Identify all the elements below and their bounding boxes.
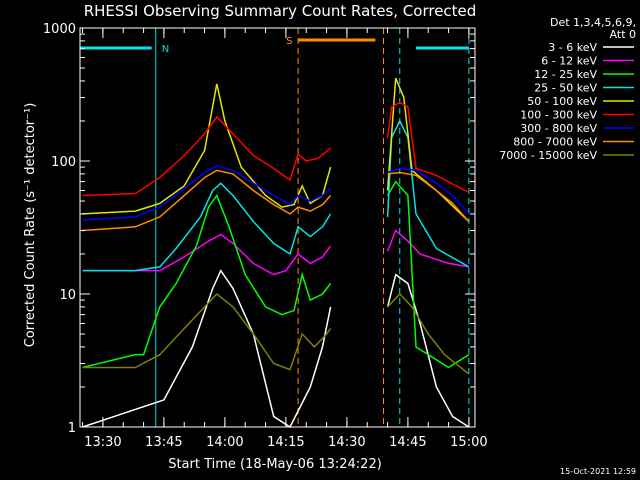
legend-label-3: 25 - 50 keV <box>534 82 597 95</box>
series-line-5 <box>386 101 470 194</box>
legend-label-6: 300 - 800 keV <box>520 122 597 135</box>
y-tick-label-3: 1000 <box>43 22 76 37</box>
plot-frame <box>79 27 476 428</box>
legend-header-line-2: Att 0 <box>610 28 636 41</box>
series-line-7 <box>82 169 332 232</box>
series-line-7 <box>387 171 470 223</box>
legend-label-4: 50 - 100 keV <box>527 95 597 108</box>
series-line-5 <box>82 115 332 197</box>
interval-label-N: N <box>162 44 169 55</box>
series-line-1 <box>386 229 470 268</box>
legend-label-1: 6 - 12 keV <box>541 55 597 68</box>
series-line-4 <box>82 83 332 215</box>
series-line-0 <box>82 269 332 429</box>
plot-area: NS <box>80 28 470 429</box>
legend-label-8: 7000 - 15000 keV <box>499 149 597 162</box>
x-axis-label: Start Time (18-May-06 13:24:22) <box>168 457 382 472</box>
series-line-0 <box>386 273 470 428</box>
legend-label-0: 3 - 6 keV <box>548 41 597 54</box>
series-line-8 <box>82 292 332 371</box>
series-line-2 <box>82 193 332 369</box>
series-line-8 <box>387 292 470 375</box>
x-tick-label-4: 14:30 <box>328 435 365 450</box>
interval-label-S: S <box>286 36 292 47</box>
x-tick-label-3: 14:15 <box>267 435 304 450</box>
legend-label-5: 100 - 300 keV <box>520 109 597 122</box>
chart-title: RHESSI Observing Summary Count Rates, Co… <box>84 2 477 20</box>
axes: 1 10 100 1000 13:30 13:45 14:00 14:15 14:30 14:45… <box>43 22 488 450</box>
legend-header-line-1: Det 1,3,4,5,6,9, <box>550 16 636 29</box>
y-axis-label: Corrected Count Rate (s⁻¹ detector⁻¹) <box>23 103 38 348</box>
y-tick-label-0: 1 <box>68 421 76 436</box>
series-line-1 <box>82 233 332 276</box>
x-tick-label-2: 14:00 <box>206 435 243 450</box>
x-tick-label-5: 14:45 <box>389 435 426 450</box>
series-line-6 <box>82 164 332 221</box>
x-tick-label-6: 15:00 <box>450 435 487 450</box>
x-tick-label-1: 13:45 <box>145 435 182 450</box>
footer-timestamp: 15-Oct-2021 12:59 <box>560 467 636 476</box>
legend-label-2: 12 - 25 keV <box>534 68 597 81</box>
series-line-2 <box>386 180 470 369</box>
y-tick-label-1: 10 <box>59 288 76 303</box>
series-line-6 <box>387 167 470 215</box>
y-tick-label-2: 100 <box>51 155 76 170</box>
x-tick-label-0: 13:30 <box>84 435 121 450</box>
series-line-3 <box>82 182 332 272</box>
legend-label-7: 800 - 7000 keV <box>513 136 597 149</box>
